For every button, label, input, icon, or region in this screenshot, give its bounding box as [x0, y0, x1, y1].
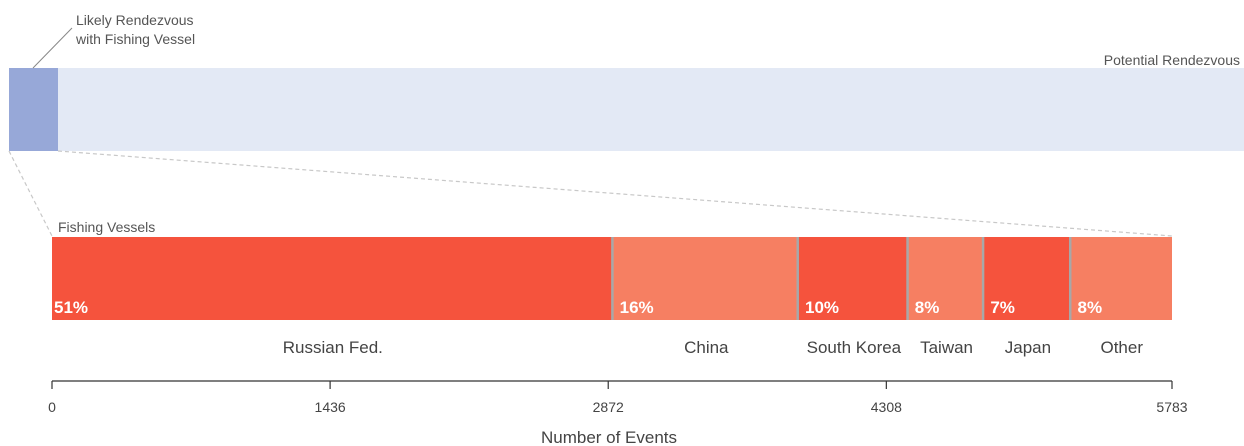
x-axis-title: Number of Events	[541, 428, 677, 446]
category-label-russian-fed: Russian Fed.	[283, 338, 383, 357]
x-axis-ticks: 0 1436 2872 4308 5783	[48, 381, 1188, 415]
percent-label-other: 8%	[1077, 298, 1102, 317]
potential-rendezvous-label: Potential Rendezvous	[1104, 52, 1240, 68]
x-tick-label: 0	[48, 399, 56, 415]
likely-rendezvous-label-line1: Likely Rendezvous	[76, 12, 194, 28]
likely-rendezvous-bar	[9, 68, 58, 151]
x-tick-label: 1436	[315, 399, 346, 415]
category-label-other: Other	[1100, 338, 1143, 357]
segment-taiwan	[908, 237, 985, 320]
fishing-vessels-label: Fishing Vessels	[58, 219, 155, 235]
category-label-china: China	[684, 338, 729, 357]
segment-china	[613, 237, 799, 320]
x-tick-label: 4308	[871, 399, 902, 415]
percent-label-south-korea: 10%	[805, 298, 839, 317]
segment-other	[1071, 237, 1172, 320]
category-label-japan: Japan	[1005, 338, 1051, 357]
likely-rendezvous-leader	[32, 27, 73, 69]
category-labels: Russian Fed. China South Korea Taiwan Japan O…	[283, 338, 1144, 357]
category-label-taiwan: Taiwan	[920, 338, 973, 357]
zoom-connector-left	[8, 150, 53, 237]
percent-label-russian-fed: 51%	[54, 298, 88, 317]
category-label-south-korea: South Korea	[807, 338, 902, 357]
percent-label-taiwan: 8%	[915, 298, 940, 317]
segment-russian-fed	[52, 237, 614, 320]
x-tick-label: 2872	[593, 399, 624, 415]
likely-rendezvous-label-line2: with Fishing Vessel	[75, 31, 195, 47]
potential-rendezvous-bar	[9, 68, 1244, 151]
percent-label-china: 16%	[620, 298, 654, 317]
segment-south-korea	[798, 237, 909, 320]
percent-label-japan: 7%	[990, 298, 1015, 317]
breakdown-segments: 51% 16% 10% 8% 7% 8%	[52, 237, 1172, 320]
zoom-connector-right	[57, 150, 1173, 237]
x-tick-label: 5783	[1156, 399, 1187, 415]
segment-japan	[984, 237, 1072, 320]
